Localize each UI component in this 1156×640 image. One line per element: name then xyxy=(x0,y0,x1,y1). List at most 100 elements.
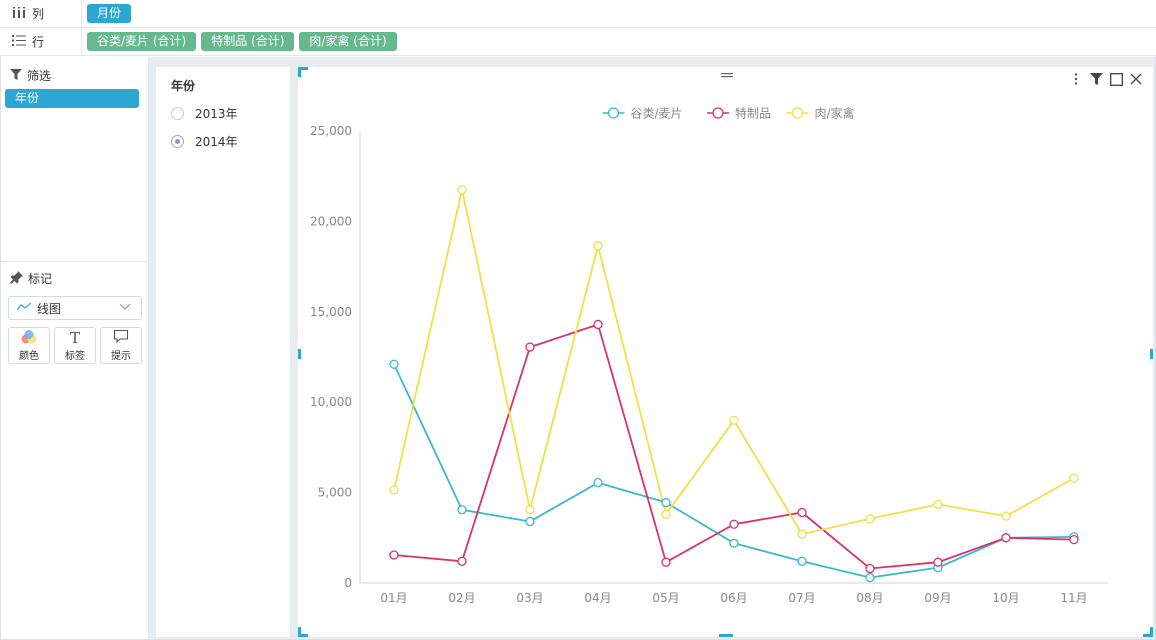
data-point xyxy=(661,557,671,567)
row-pill-meat[interactable]: 肉/家禽 (合计) xyxy=(299,32,397,51)
x-tick-label: 11月 xyxy=(1060,591,1087,605)
data-point xyxy=(525,505,535,515)
row-pill-cereals[interactable]: 谷类/麦片 (合计) xyxy=(87,32,197,51)
rows-label-text: 行 xyxy=(32,35,45,49)
row-pill-specialty[interactable]: 特制品 (合计) xyxy=(201,32,295,51)
resize-handle[interactable] xyxy=(719,634,733,637)
legend-label: 特制品 xyxy=(735,106,771,121)
column-pill-month[interactable]: 月份 xyxy=(87,4,132,23)
chevron-down-icon xyxy=(119,300,131,315)
tooltip-icon xyxy=(113,329,129,347)
data-point xyxy=(389,550,399,560)
data-point xyxy=(933,557,943,567)
y-tick-label: 25,000 xyxy=(310,124,352,138)
y-tick-label: 0 xyxy=(344,576,352,590)
x-tick-label: 09月 xyxy=(924,591,951,605)
rows-icon xyxy=(12,34,28,49)
line-chart: 0 5,000 10,000 15,000 20,000 25,000 01月 02月 03月 0… xyxy=(310,106,1108,605)
data-point xyxy=(661,509,671,519)
data-point xyxy=(1001,533,1011,543)
resize-handle[interactable] xyxy=(298,349,301,359)
columns-label-text: 列 xyxy=(32,7,45,21)
data-point xyxy=(797,529,807,539)
rows-shelf-label: 行 xyxy=(0,28,82,55)
text-icon: T xyxy=(69,329,80,347)
filter-section-title: 筛选 xyxy=(10,67,51,84)
data-point xyxy=(933,499,943,510)
mark-type-select[interactable]: 线图 xyxy=(8,296,142,320)
year-option-2013[interactable]: 2013年 xyxy=(171,105,238,122)
data-point xyxy=(797,507,807,518)
color-button-label: 颜色 xyxy=(19,351,39,362)
more-icon[interactable] xyxy=(1069,71,1083,87)
x-tick-label: 01月 xyxy=(380,591,407,605)
year-option-2014[interactable]: 2014年 xyxy=(171,133,238,150)
close-icon[interactable] xyxy=(1129,71,1143,87)
pin-icon xyxy=(10,270,23,287)
y-tick-label: 15,000 xyxy=(310,305,352,319)
data-point xyxy=(457,505,467,515)
data-point xyxy=(661,497,671,508)
columns-shelf: 列 月份 xyxy=(0,0,1156,28)
rows-shelf: 行 谷类/麦片 (合计) 特制品 (合计) 肉/家禽 (合计) xyxy=(0,28,1156,56)
legend-marker xyxy=(607,107,620,119)
panel-divider xyxy=(1,261,148,262)
filter-icon xyxy=(10,68,22,83)
year-filter-panel: 年份 2013年 2014年 xyxy=(156,67,290,637)
year-option-label: 2013年 xyxy=(195,107,238,121)
mark-buttons: 颜色 T 标签 提示 xyxy=(8,327,142,364)
columns-pills: 月份 xyxy=(87,4,132,23)
series-line xyxy=(393,323,1075,570)
color-button[interactable]: 颜色 xyxy=(8,327,50,364)
rows-pills: 谷类/麦片 (合计) 特制品 (合计) 肉/家禽 (合计) xyxy=(87,32,397,51)
data-point xyxy=(865,572,875,583)
data-point xyxy=(729,415,739,425)
resize-handle[interactable] xyxy=(298,67,308,70)
filter-icon[interactable] xyxy=(1089,71,1103,87)
legend-label: 肉/家禽 xyxy=(815,106,855,121)
x-tick-label: 08月 xyxy=(856,591,883,605)
data-point xyxy=(865,563,875,574)
radio-icon xyxy=(171,107,184,120)
line-chart-icon xyxy=(16,301,32,315)
year-filter-title: 年份 xyxy=(171,79,196,93)
columns-icon xyxy=(12,6,28,21)
marks-section-title: 标记 xyxy=(10,270,52,287)
resize-handle[interactable] xyxy=(298,67,301,77)
resize-handle[interactable] xyxy=(1143,634,1153,637)
filter-title-text: 筛选 xyxy=(27,69,52,83)
data-point xyxy=(593,241,603,251)
legend-marker xyxy=(791,107,804,119)
x-tick-label: 04月 xyxy=(584,591,611,605)
marks-title-text: 标记 xyxy=(28,272,53,286)
columns-shelf-label: 列 xyxy=(0,0,82,27)
data-point xyxy=(457,556,467,566)
resize-handle[interactable] xyxy=(298,634,308,637)
data-point xyxy=(389,359,399,369)
y-tick-label: 20,000 xyxy=(310,214,352,228)
y-tick-label: 10,000 xyxy=(310,395,352,409)
left-panel: 筛选 年份 标记 线图 颜色 T 标签 提示 xyxy=(1,57,149,639)
data-point xyxy=(457,185,467,195)
data-point xyxy=(1069,473,1079,483)
label-button-label: 标签 xyxy=(65,351,85,362)
drag-handle-icon[interactable] xyxy=(721,69,733,78)
x-tick-label: 07月 xyxy=(788,591,815,605)
tooltip-button-label: 提示 xyxy=(111,351,131,362)
resize-handle[interactable] xyxy=(298,627,301,637)
filter-pill-year[interactable]: 年份 xyxy=(5,89,139,108)
data-point xyxy=(1001,511,1011,521)
label-button[interactable]: T 标签 xyxy=(54,327,96,364)
resize-handle[interactable] xyxy=(1150,627,1153,637)
color-icon xyxy=(20,329,38,347)
resize-handle[interactable] xyxy=(1150,349,1153,359)
x-tick-label: 03月 xyxy=(516,591,543,605)
tooltip-button[interactable]: 提示 xyxy=(100,327,142,364)
year-option-label: 2014年 xyxy=(195,135,238,149)
data-point xyxy=(593,478,603,488)
data-point xyxy=(797,556,807,566)
data-point xyxy=(1069,534,1079,545)
radio-checked-icon xyxy=(171,135,184,148)
maximize-icon[interactable] xyxy=(1109,71,1123,87)
series-line xyxy=(393,189,1075,536)
